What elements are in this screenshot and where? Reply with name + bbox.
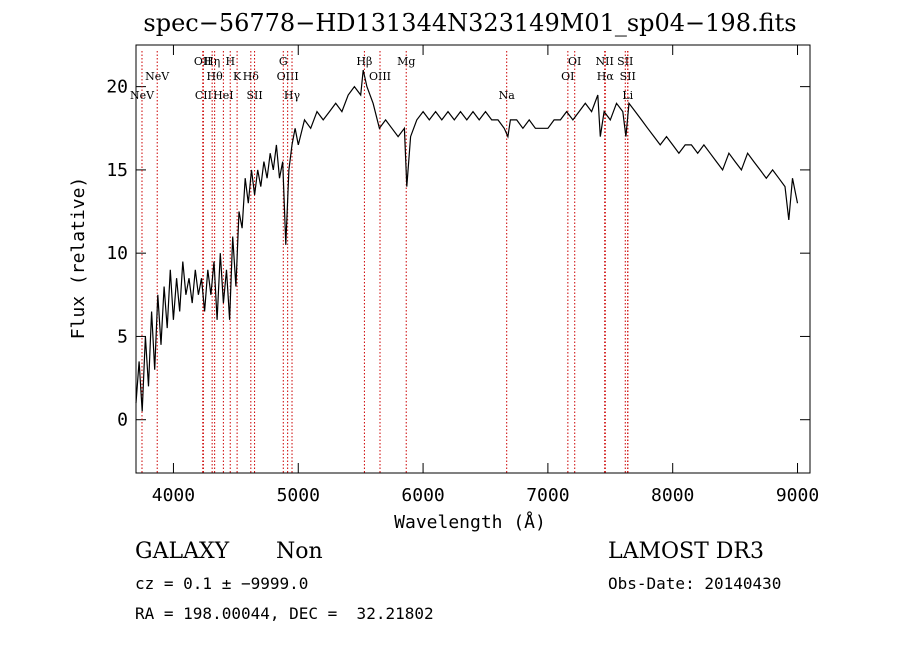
line-marker-label: Hγ bbox=[284, 89, 301, 102]
y-tick-label: 15 bbox=[106, 160, 128, 181]
line-marker-label: SII bbox=[617, 55, 633, 68]
y-tick-label: 10 bbox=[106, 243, 128, 264]
line-marker-label: OIII bbox=[277, 70, 299, 83]
line-marker-label: NeV bbox=[145, 70, 170, 83]
line-marker-label: OI bbox=[561, 70, 574, 83]
flux-line bbox=[135, 69, 799, 412]
line-marker-label: Hβ bbox=[356, 55, 372, 68]
x-axis-label: Wavelength (Å) bbox=[394, 511, 546, 533]
ra-dec-coords: RA = 198.00044, DEC = 32.21802 bbox=[135, 604, 434, 623]
y-tick-label: 5 bbox=[117, 326, 128, 347]
line-marker-label: Hθ bbox=[207, 70, 224, 83]
line-marker-label: OIII bbox=[369, 70, 391, 83]
object-subclass: Non bbox=[276, 539, 323, 564]
line-marker-label: NeV bbox=[130, 89, 155, 102]
x-tick-label: 7000 bbox=[526, 485, 569, 506]
plot-frame bbox=[135, 44, 811, 474]
y-axis-label: Flux (relative) bbox=[68, 177, 89, 340]
survey-name: LAMOST DR3 bbox=[608, 539, 764, 564]
line-marker-label: Mg bbox=[397, 55, 415, 68]
line-marker-label: CII bbox=[195, 89, 212, 102]
line-marker-label: Li bbox=[622, 89, 633, 102]
y-tick-label: 0 bbox=[117, 410, 128, 431]
line-marker-label: G bbox=[279, 55, 288, 68]
line-markers: NeV NeV OII CII Hη Hθ HeI HK Hδ SII G OIII Hγ Hβ OIII M… bbox=[130, 51, 636, 473]
object-class: GALAXY bbox=[135, 539, 230, 564]
x-tick-label: 5000 bbox=[277, 485, 320, 506]
plot-area: 4000 5000 6000 7000 8000 9000 0 5 10 15 20 NeV NeV O… bbox=[106, 44, 819, 506]
x-tick-label: 8000 bbox=[651, 485, 694, 506]
line-marker-label: OI bbox=[568, 55, 581, 68]
line-marker-label: K bbox=[233, 70, 242, 83]
x-tick-label: 9000 bbox=[776, 485, 819, 506]
redshift-cz: cz = 0.1 ± −9999.0 bbox=[135, 574, 309, 593]
line-marker-label: OII bbox=[194, 55, 212, 68]
line-marker-label: Na bbox=[499, 89, 516, 102]
y-tick-label: 20 bbox=[106, 77, 128, 98]
observation-date: Obs-Date: 20140430 bbox=[608, 574, 782, 593]
line-marker-label: SII bbox=[246, 89, 262, 102]
line-marker-label: Hη bbox=[204, 55, 220, 68]
x-tick-label: 6000 bbox=[401, 485, 444, 506]
chart-title: spec−56778−HD131344N323149M01_sp04−198.f… bbox=[143, 9, 796, 37]
line-marker-label: NII bbox=[596, 55, 614, 68]
line-marker-label: H bbox=[225, 55, 235, 68]
line-marker-label: Hδ bbox=[243, 70, 260, 83]
x-tick-label: 4000 bbox=[152, 485, 195, 506]
line-marker-label: Hα bbox=[597, 70, 615, 83]
line-marker-label: HeI bbox=[213, 89, 233, 102]
axis-ticks: 4000 5000 6000 7000 8000 9000 0 5 10 15 20 bbox=[106, 45, 819, 506]
